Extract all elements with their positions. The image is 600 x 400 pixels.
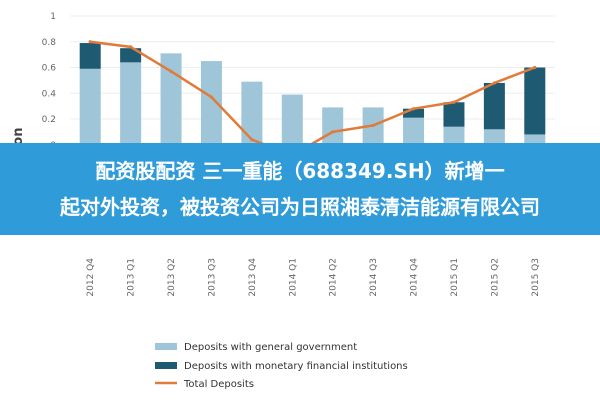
point-total-deposits <box>452 100 456 104</box>
x-tick-label: 2015 Q3 <box>531 258 541 297</box>
bar-general-government <box>79 68 101 145</box>
x-tick-label: 2014 Q2 <box>329 258 339 297</box>
legend-label-monetary-financial-institutions: Deposits with monetary financial institu… <box>184 361 408 372</box>
x-tick-label: 2014 Q4 <box>410 258 420 297</box>
legend-swatch-monetary-financial-institutions <box>155 362 177 369</box>
bar-general-government <box>281 94 303 145</box>
banner-headline-line-1: 配资股配资 三一重能（688349.SH）新增一 <box>95 159 505 183</box>
y-tick-label: 1 <box>50 12 56 22</box>
overlay-banner[interactable]: 配资股配资 三一重能（688349.SH）新增一 起对外投资，被投资公司为日照湘… <box>0 143 600 235</box>
point-total-deposits <box>411 107 416 111</box>
bar-general-government <box>322 107 344 145</box>
point-total-deposits <box>250 138 254 142</box>
y-tick-label: 0.8 <box>42 38 57 48</box>
point-total-deposits <box>331 130 335 134</box>
x-tick-label: 2015 Q2 <box>490 258 500 297</box>
x-tick-label: 2014 Q3 <box>369 258 379 297</box>
point-total-deposits <box>492 81 496 85</box>
bar-monetary-financial-institutions <box>483 82 505 130</box>
point-total-deposits <box>533 65 537 70</box>
line-total-deposits <box>90 40 536 157</box>
point-total-deposits <box>88 40 92 44</box>
x-tick-label: 2013 Q2 <box>167 258 177 297</box>
bar-general-government <box>120 62 142 145</box>
legend-label-total-deposits: Total Deposits <box>183 379 254 390</box>
chart-total-line <box>88 40 537 157</box>
bar-general-government <box>200 61 222 145</box>
point-total-deposits <box>209 95 214 99</box>
legend-swatch-general-government <box>155 343 177 350</box>
banner-headline-line-2: 起对外投资，被投资公司为日照湘泰清洁能源有限公司 <box>60 195 540 219</box>
bar-general-government <box>524 134 546 145</box>
x-tick-label: 2013 Q1 <box>127 258 137 297</box>
legend: Deposits with general government Deposit… <box>155 342 408 390</box>
y-tick-label: 0.6 <box>42 64 57 74</box>
x-tick-label: 2012 Q4 <box>86 258 96 297</box>
point-total-deposits <box>169 69 173 73</box>
bar-monetary-financial-institutions <box>443 102 465 127</box>
point-total-deposits <box>129 45 133 49</box>
x-tick-label: 2015 Q1 <box>450 258 460 297</box>
x-axis-ticks: 2012 Q4 2013 Q1 2013 Q2 2013 Q3 2013 Q4 2014 … <box>86 258 541 297</box>
x-tick-label: 2013 Q3 <box>207 258 217 297</box>
x-tick-label: 2013 Q4 <box>248 258 258 297</box>
bar-monetary-financial-institutions <box>120 48 142 63</box>
bar-general-government <box>403 117 425 145</box>
bar-monetary-financial-institutions <box>524 67 546 135</box>
bar-monetary-financial-institutions <box>79 43 101 69</box>
y-tick-label: 0.2 <box>42 115 56 125</box>
chart-bars <box>79 43 546 189</box>
bar-general-government <box>483 129 505 145</box>
point-total-deposits <box>371 123 375 128</box>
legend-label-general-government: Deposits with general government <box>184 342 357 353</box>
bar-general-government <box>241 81 263 145</box>
y-tick-label: 0.4 <box>42 89 57 99</box>
x-tick-label: 2014 Q1 <box>288 258 298 297</box>
bar-monetary-financial-institutions <box>403 108 425 118</box>
bar-general-government <box>443 126 465 145</box>
